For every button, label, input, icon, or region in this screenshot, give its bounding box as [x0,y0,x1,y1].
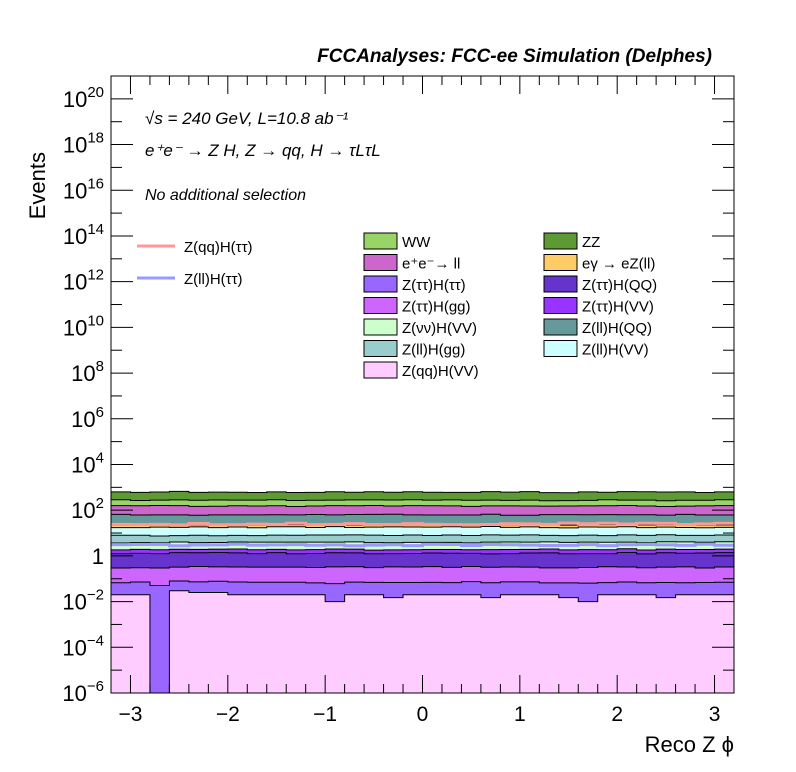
legend-stack-label: Z(ττ)H(QQ) [582,277,657,294]
y-tick-label: 106 [71,404,104,432]
legend-stack-swatch [543,232,578,250]
overlay-lines [111,521,734,548]
legend-stack-label: Z(ττ)H(VV) [582,299,654,316]
legend-lines: Z(qq)H(ττ) Z(ll)H(ττ) [137,239,253,288]
stack-series [110,590,735,694]
legend-stack-label: Z(νν)H(VV) [402,320,477,337]
legend-stack-swatch [543,275,578,293]
legend-stack-label: Z(ll)H(QQ) [582,320,652,337]
y-tick-label: 1010 [63,312,104,340]
overlay-series-line [111,542,734,548]
legend-stack-swatch [363,232,398,250]
legend-stack-swatch [543,254,578,271]
legend-stack-label: eγ → eZ(ll) [582,256,655,273]
y-tick-label: 1 [92,544,104,569]
x-tick-label: −3 [118,703,142,726]
y-tick-label: 1014 [63,221,104,249]
legend-stack-label: Z(ττ)H(ττ) [402,277,466,294]
legend-line-label: Z(ll)H(ττ) [184,271,243,288]
y-tick-label: 102 [71,495,104,523]
x-tick-label: −1 [313,703,337,726]
x-tick-label: 0 [417,703,429,726]
x-axis-label: Reco Z ϕ [645,732,734,757]
stack-layer [110,490,735,694]
legend-stack-swatch [363,318,398,336]
y-tick-label: 10−2 [62,587,104,615]
y-tick-label: 1020 [63,84,104,112]
y-tick-label: 1016 [63,175,104,203]
x-tick-label: 2 [611,703,623,726]
legend-line-label: Z(qq)H(ττ) [184,239,253,256]
y-tick-label: 1012 [63,267,104,295]
legend-stack-swatch [363,275,398,293]
x-tick-label: 1 [514,703,526,726]
legend-stack-label: ZZ [582,234,600,251]
legend-stack: WW ZZ e⁺e⁻→ ll eγ → eZ(ll) Z(ττ)H(ττ) Z(ττ)H(… [363,232,657,380]
legend-stack-label: WW [402,234,431,251]
y-axis-label: Events [25,152,50,219]
annotation-selection: No additional selection [145,187,306,204]
y-tick-label: 108 [71,358,104,386]
y-tick-label: 10−6 [62,678,104,706]
legend-stack-label: Z(ll)H(gg) [402,342,465,359]
y-tick-label: 10−4 [62,632,104,660]
annotation-energy: √s = 240 GeV, L=10.8 ab⁻¹ [145,109,349,128]
legend-stack-swatch [363,340,398,357]
x-tick-label: −2 [216,703,240,726]
legend-stack-swatch [363,297,398,314]
legend-stack-swatch [543,340,578,357]
legend-stack-label: Z(qq)H(VV) [402,363,479,380]
legend-stack-swatch [363,361,398,379]
legend-stack-swatch [363,254,398,271]
legend-stack-label: Z(ττ)H(gg) [402,299,471,316]
legend-stack-label: e⁺e⁻→ ll [402,256,460,273]
legend-stack-swatch [543,318,578,336]
y-tick-label: 1018 [63,130,104,158]
overlay-series-line [111,521,734,527]
legend-stack-label: Z(ll)H(VV) [582,342,649,359]
y-tick-label: 104 [71,449,104,477]
annotation-process: e⁺e⁻ → Z H, Z → qq, H → τLτL [145,141,381,160]
legend-stack-swatch [543,297,578,314]
chart-title: FCCAnalyses: FCC-ee Simulation (Delphes) [317,46,712,67]
x-tick-label: 3 [709,703,721,726]
axis-ticks: −3 −2 −1 0 1 2 3 10−6 10−4 10−2 1 102 104 106 108 1010 1… [62,75,735,726]
